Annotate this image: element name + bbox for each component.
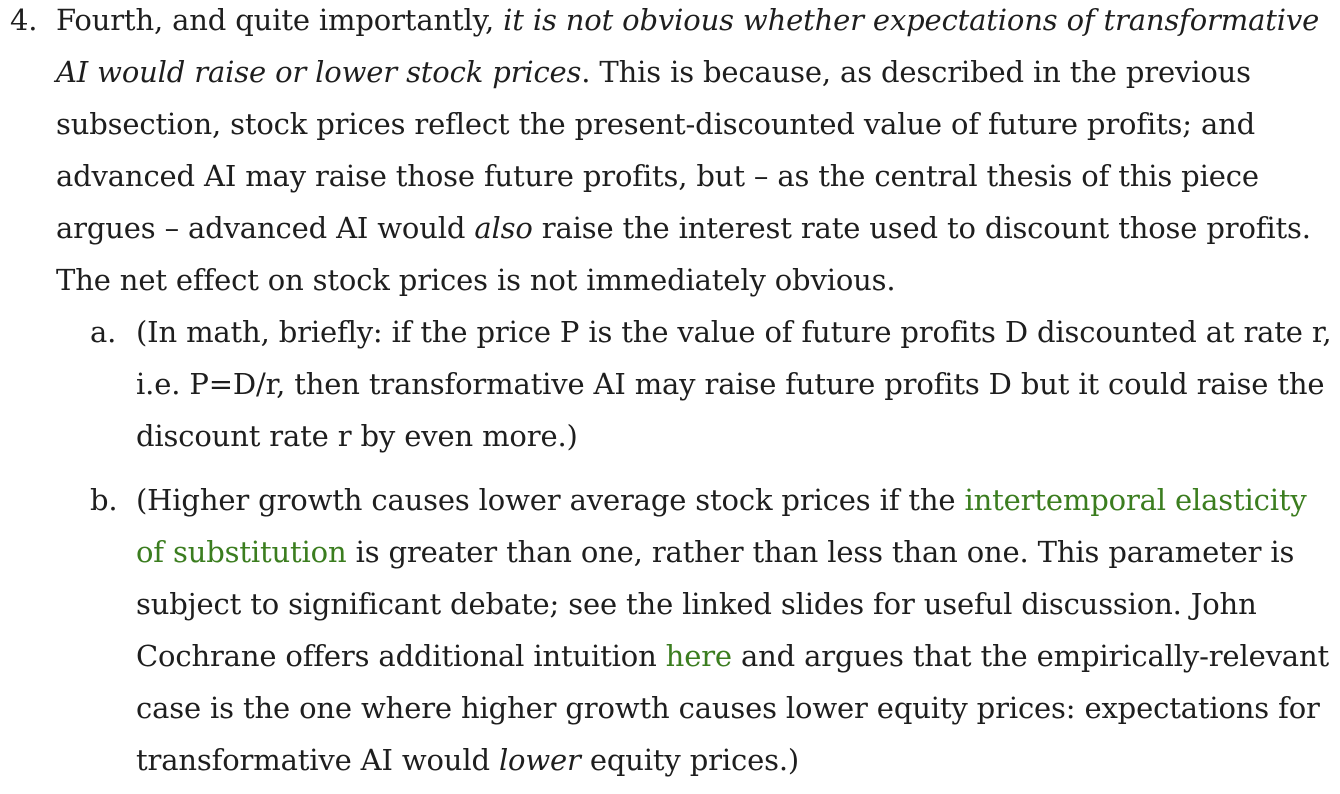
sub-list: a. (In math, briefly: if the price P is … bbox=[90, 306, 1334, 786]
sub-a-text: (In math, briefly: if the price P is the… bbox=[136, 315, 1332, 453]
sub-b-after-link2: and argues that the empirically-relevant… bbox=[136, 639, 1329, 777]
sub-b-before-link1: (Higher growth causes lower average stoc… bbox=[136, 483, 965, 517]
item4-lead: Fourth, and quite importantly, bbox=[56, 3, 504, 37]
sub-b-tail: equity prices.) bbox=[580, 743, 800, 777]
link-intertemporal-elasticity[interactable]: intertemporal elasticity of substitution bbox=[136, 483, 1307, 569]
sub-marker-b: b. bbox=[90, 483, 118, 517]
item4-after-claim: . This is because, as described in the p… bbox=[56, 55, 1259, 245]
item4-italic-also: also bbox=[474, 211, 533, 245]
sub-item-b: b. (Higher growth causes lower average s… bbox=[90, 474, 1334, 786]
list-item-4: 4. Fourth, and quite importantly, it is … bbox=[10, 0, 1334, 786]
link-here[interactable]: here bbox=[665, 639, 732, 673]
list-marker-4: 4. bbox=[10, 3, 38, 37]
sub-b-italic-lower: lower bbox=[498, 743, 581, 777]
sub-marker-a: a. bbox=[90, 315, 117, 349]
sub-item-a: a. (In math, briefly: if the price P is … bbox=[90, 306, 1334, 462]
item4-italic-claim: it is not obvious whether expectations o… bbox=[56, 3, 1320, 89]
sub-b-after-link1: is greater than one, rather than less th… bbox=[136, 535, 1295, 673]
item4-tail: raise the interest rate used to discount… bbox=[56, 211, 1311, 297]
